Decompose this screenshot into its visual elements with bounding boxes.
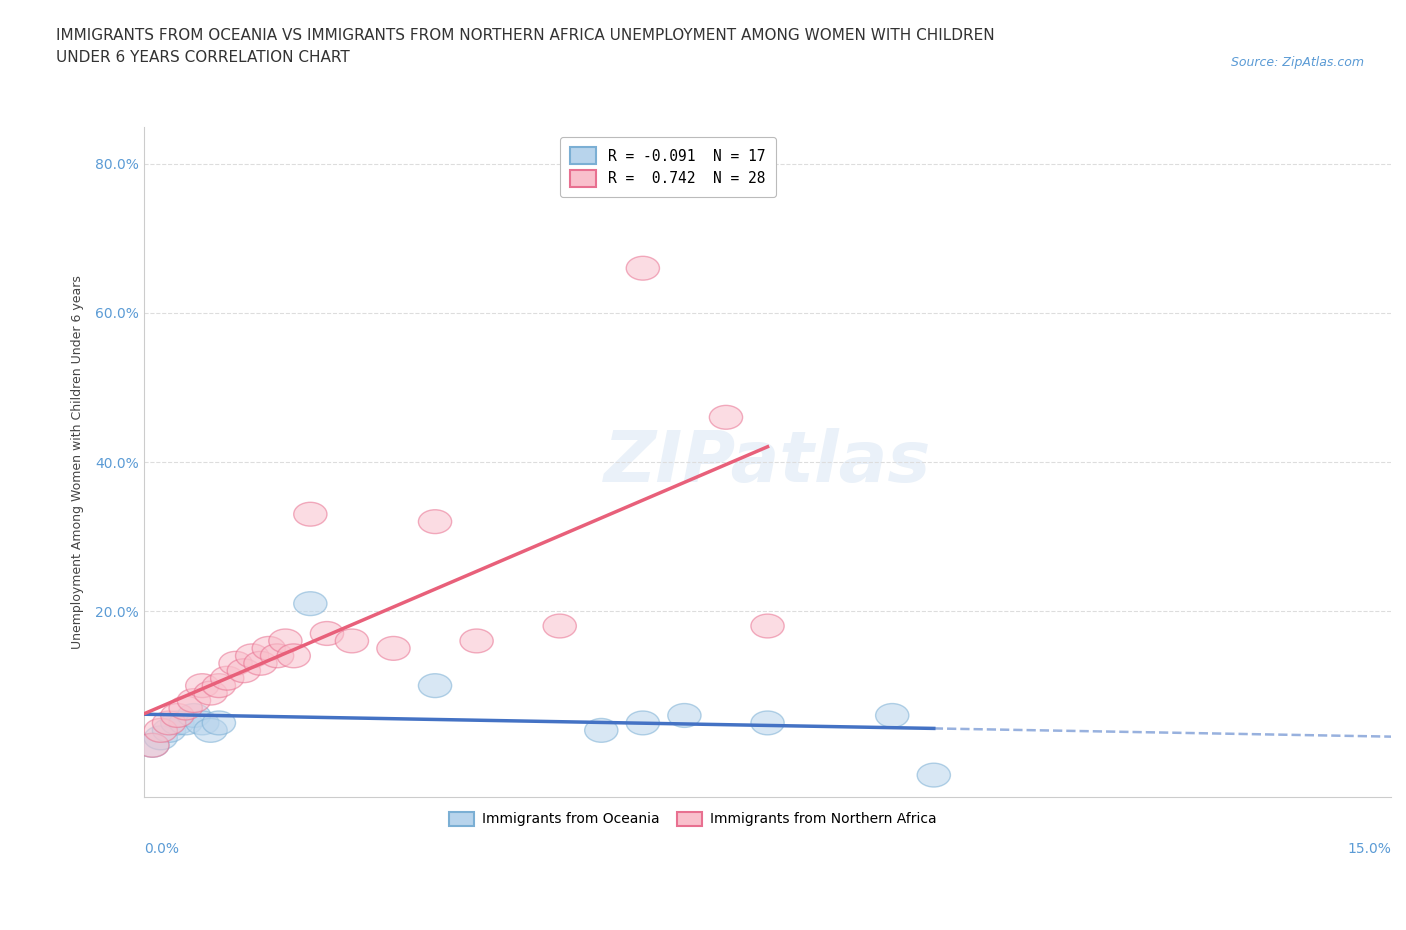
Ellipse shape [243, 651, 277, 675]
Ellipse shape [169, 696, 202, 720]
Ellipse shape [169, 711, 202, 735]
Ellipse shape [136, 734, 169, 757]
Ellipse shape [186, 711, 219, 735]
Text: IMMIGRANTS FROM OCEANIA VS IMMIGRANTS FROM NORTHERN AFRICA UNEMPLOYMENT AMONG WO: IMMIGRANTS FROM OCEANIA VS IMMIGRANTS FR… [56, 28, 995, 65]
Ellipse shape [585, 719, 617, 742]
Ellipse shape [202, 673, 236, 698]
Ellipse shape [277, 644, 311, 668]
Ellipse shape [543, 614, 576, 638]
Ellipse shape [152, 719, 186, 742]
Ellipse shape [626, 257, 659, 280]
Ellipse shape [186, 673, 219, 698]
Ellipse shape [335, 629, 368, 653]
Ellipse shape [202, 711, 236, 735]
Text: Source: ZipAtlas.com: Source: ZipAtlas.com [1230, 56, 1364, 69]
Ellipse shape [668, 703, 702, 727]
Text: ZIPatlas: ZIPatlas [603, 428, 931, 497]
Ellipse shape [294, 502, 328, 526]
Ellipse shape [419, 673, 451, 698]
Ellipse shape [294, 591, 328, 616]
Ellipse shape [143, 726, 177, 750]
Ellipse shape [377, 636, 411, 660]
Ellipse shape [269, 629, 302, 653]
Ellipse shape [219, 651, 252, 675]
Ellipse shape [751, 614, 785, 638]
Ellipse shape [194, 719, 228, 742]
Ellipse shape [160, 711, 194, 735]
Ellipse shape [419, 510, 451, 534]
Ellipse shape [236, 644, 269, 668]
Ellipse shape [228, 658, 260, 683]
Ellipse shape [177, 703, 211, 727]
Ellipse shape [194, 681, 228, 705]
Ellipse shape [626, 711, 659, 735]
Ellipse shape [917, 764, 950, 787]
Ellipse shape [152, 711, 186, 735]
Ellipse shape [136, 734, 169, 757]
Ellipse shape [252, 636, 285, 660]
Ellipse shape [143, 719, 177, 742]
Text: 0.0%: 0.0% [143, 843, 179, 857]
Ellipse shape [876, 703, 908, 727]
Ellipse shape [260, 644, 294, 668]
Ellipse shape [751, 711, 785, 735]
Legend: Immigrants from Oceania, Immigrants from Northern Africa: Immigrants from Oceania, Immigrants from… [437, 801, 948, 838]
Ellipse shape [160, 703, 194, 727]
Ellipse shape [311, 621, 343, 645]
Ellipse shape [710, 405, 742, 430]
Ellipse shape [460, 629, 494, 653]
Y-axis label: Unemployment Among Women with Children Under 6 years: Unemployment Among Women with Children U… [72, 275, 84, 649]
Text: 15.0%: 15.0% [1347, 843, 1391, 857]
Ellipse shape [177, 688, 211, 712]
Ellipse shape [211, 666, 243, 690]
